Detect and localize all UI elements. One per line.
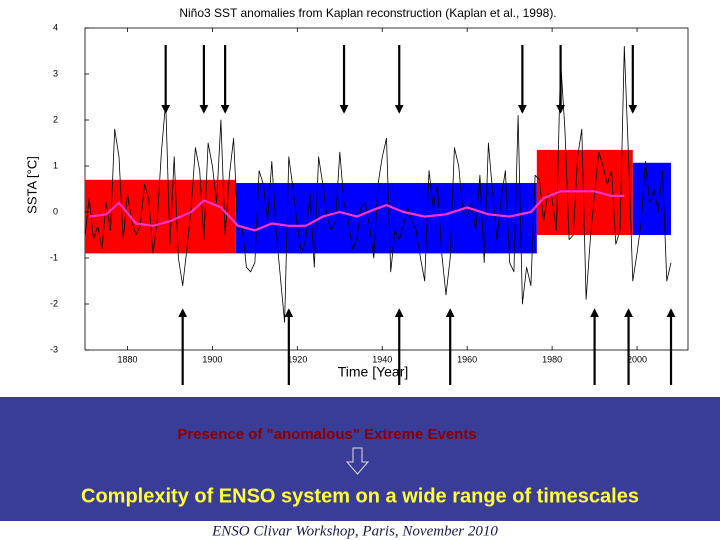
down-arrow-icon [345,447,370,475]
x-tick-label: 1960 [457,354,477,364]
x-tick-label: 1880 [117,354,137,364]
y-tick-label: -2 [50,298,58,308]
x-tick-label: 2000 [627,354,647,364]
x-tick-label: 1920 [287,354,307,364]
period-box [632,162,672,235]
y-tick-label: 4 [53,22,58,32]
y-axis-label: SSTA [°C] [24,156,39,214]
period-box [536,149,633,235]
x-tick-label: 1980 [542,354,562,364]
y-tick-label: 2 [53,114,58,124]
chart-title: Niño3 SST anomalies from Kaplan reconstr… [179,6,556,20]
statement: Presence of "anomalous" Extreme Events [177,426,476,443]
period-box [235,183,537,254]
y-tick-label: -1 [50,252,58,262]
period-box [85,179,236,254]
y-tick-label: 1 [53,160,58,170]
x-tick-label: 1940 [372,354,392,364]
series-line [84,46,672,323]
y-tick-label: -3 [50,344,58,354]
y-tick-label: 3 [53,68,58,78]
x-tick-label: 1900 [202,354,222,364]
series-line [89,190,625,232]
conclusion: Complexity of ENSO system on a wide rang… [81,485,639,507]
footer: ENSO Clivar Workshop, Paris, November 20… [211,523,498,539]
y-tick-label: 0 [53,206,58,216]
chart: -3 -2 -1 0 1 2 3 4 1880 1900 1920 1940 1960 1980 2000 [50,22,689,364]
x-axis-label: Time [Year] [338,364,409,380]
summary-band [0,397,720,521]
